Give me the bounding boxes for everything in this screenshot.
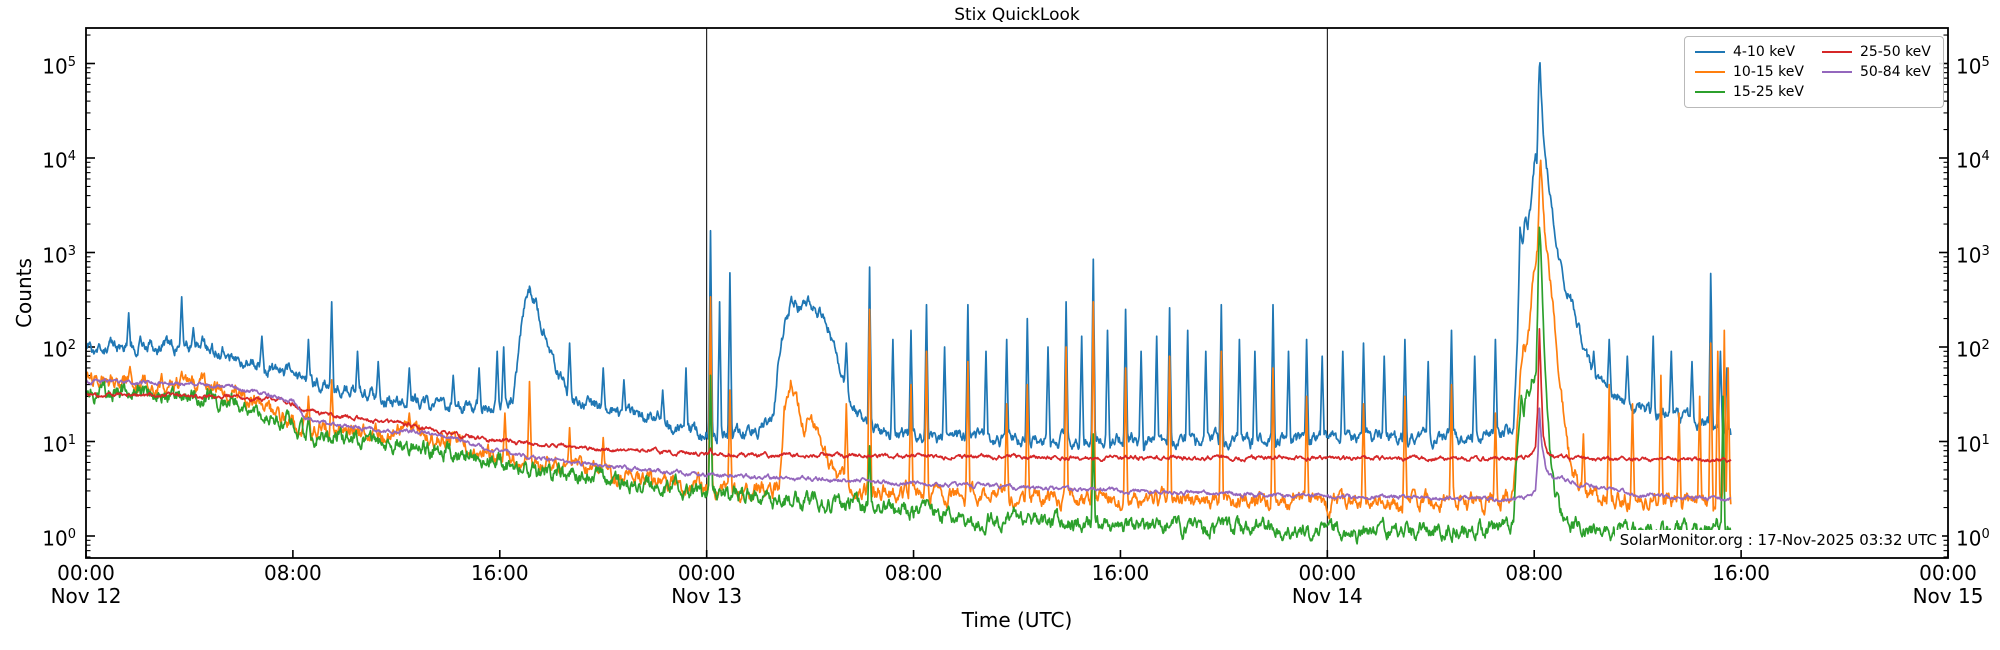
legend-item: 10-15 keV <box>1695 64 1804 80</box>
y-tick-label: 104 <box>42 148 76 173</box>
x-tick-label: 16:00 <box>1712 561 1770 585</box>
x-tick-label: 00:00 Nov 14 <box>1291 561 1363 608</box>
legend-item: 15-25 keV <box>1695 84 1804 100</box>
legend-line-swatch <box>1695 91 1725 93</box>
legend-item: 50-84 keV <box>1821 64 1931 80</box>
series-line-50-84keV <box>85 377 1732 503</box>
watermark-text: SolarMonitor.org : 17-Nov-2025 03:32 UTC <box>1614 530 1942 550</box>
y-tick-label: 100 <box>1956 526 1990 551</box>
y-tick-label: 101 <box>1956 432 1990 457</box>
page-title: Stix QuickLook <box>954 5 1080 25</box>
series-line-4-10keV <box>85 61 1732 452</box>
y-tick-label: 104 <box>1956 148 1990 173</box>
legend-label: 25-50 keV <box>1859 44 1931 60</box>
legend-line-swatch <box>1695 71 1725 73</box>
x-tick-label: 16:00 <box>1091 561 1150 585</box>
x-tick-label: 08:00 <box>1505 561 1564 585</box>
y-tick-label: 101 <box>42 432 76 457</box>
x-tick-label: 00:00 Nov 13 <box>671 561 743 608</box>
legend-label: 4-10 keV <box>1733 44 1796 60</box>
x-tick-label: 16:00 <box>470 561 529 585</box>
legend: 4-10 keV 10-15 keV 15-25 keV 25-50 keV 50-84… <box>1684 36 1944 108</box>
x-tick-label: 08:00 <box>884 561 943 585</box>
y-tick-label: 105 <box>42 54 76 79</box>
y-tick-label: 105 <box>1956 54 1990 79</box>
y-tick-label: 102 <box>1956 337 1990 362</box>
y-tick-label: 100 <box>42 526 76 551</box>
legend-label: 50-84 keV <box>1859 64 1931 80</box>
y-tick-label: 103 <box>1956 243 1990 268</box>
legend-line-swatch <box>1821 51 1852 53</box>
legend-item: 4-10 keV <box>1695 44 1804 60</box>
y-tick-label: 102 <box>42 337 76 362</box>
plot-frame <box>85 27 1949 559</box>
x-tick-label: 00:00 Nov 15 <box>1912 561 1984 608</box>
legend-item: 25-50 keV <box>1821 44 1931 60</box>
x-axis-label: Time (UTC) <box>961 608 1073 632</box>
legend-label: 15-25 keV <box>1733 84 1804 100</box>
y-tick-label: 103 <box>42 243 76 268</box>
series-line-25-50keV <box>85 327 1732 463</box>
x-tick-label: 08:00 <box>264 561 322 585</box>
y-axis-label: Counts <box>12 258 36 328</box>
series-line-15-25keV <box>85 226 1732 545</box>
legend-line-swatch <box>1821 71 1852 73</box>
legend-line-swatch <box>1695 51 1725 53</box>
legend-label: 10-15 keV <box>1733 64 1804 80</box>
x-tick-label: 00:00 Nov 12 <box>50 561 122 608</box>
series-line-10-15keV <box>85 159 1732 520</box>
